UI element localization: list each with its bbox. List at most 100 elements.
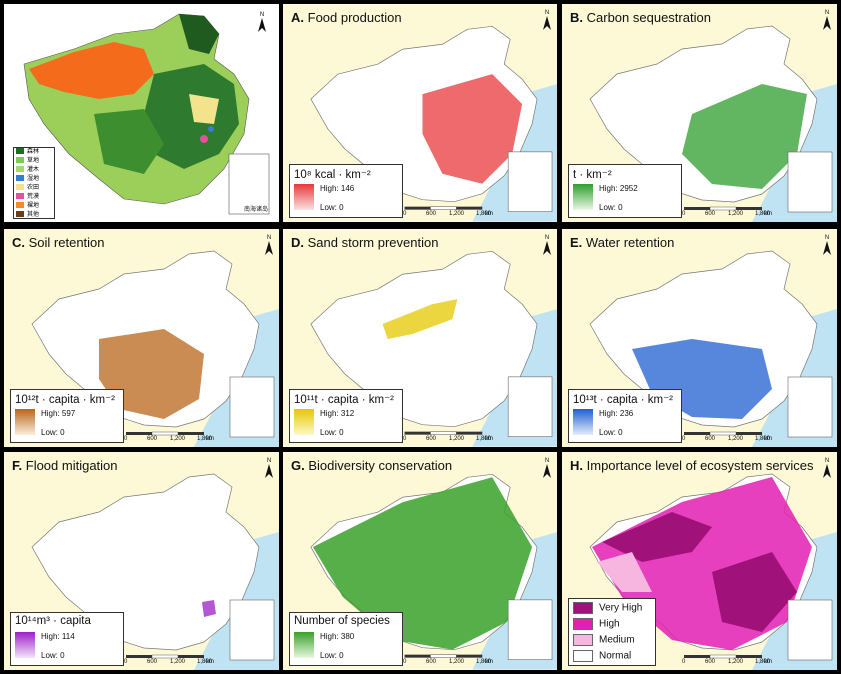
scale-tick-label: 0 — [403, 211, 407, 217]
inset-label: 南海诸岛 — [244, 207, 269, 213]
scale-bar-segment — [709, 654, 737, 659]
legend-high: High: 236 — [599, 409, 634, 418]
panel-title: C. Soil retention — [12, 235, 105, 250]
map-panel-g: 0 600 1,200 1,800 km N G. Biodiversity conserv… — [283, 452, 557, 670]
scale-tick-label: 1,800 — [476, 659, 492, 665]
choropleth-map — [562, 452, 837, 670]
map-panel-f: 0 600 1,200 1,800 km N F. Flood mitigation 10¹⁴… — [4, 452, 279, 670]
service-intensity-region — [422, 74, 523, 184]
choropleth-map — [562, 4, 837, 222]
panel-title-text: Food production — [307, 10, 402, 25]
legend-unit: 10¹³t · capita · km⁻² — [573, 394, 674, 406]
panel-title: A. Food production — [291, 10, 402, 25]
scale-tick-label: 0 — [124, 659, 128, 665]
legend-item: 草地 — [14, 157, 54, 166]
legend-item: 森林 — [14, 148, 54, 157]
scale-tick-label: 1,200 — [170, 436, 186, 442]
legend-swatch — [16, 202, 24, 209]
panel-letter: F. — [12, 458, 23, 473]
south-china-sea-inset — [787, 151, 833, 213]
choropleth-map — [4, 229, 279, 447]
scale-tick-label: 600 — [705, 436, 716, 442]
scale-tick-label: 1,200 — [170, 659, 186, 665]
panel-title-text: Importance level of ecosystem services — [586, 458, 814, 473]
map-panel-e: 0 600 1,200 1,800 km N E. Water retention 10¹³t… — [562, 229, 837, 447]
south-china-sea-inset — [229, 599, 275, 661]
scale-unit: km — [764, 211, 772, 217]
scale-tick-label: 600 — [705, 211, 716, 217]
north-arrow: N — [821, 10, 833, 32]
scale-unit: km — [206, 659, 214, 665]
legend-item: 其他 — [14, 211, 54, 220]
north-arrow: N — [263, 235, 275, 257]
north-arrow-icon — [265, 464, 273, 478]
choropleth-map — [283, 4, 557, 222]
scale-tick-label: 1,200 — [728, 211, 744, 217]
legend-gradient — [573, 409, 593, 435]
overview-map-panel: N 森林 草地 灌木 湿地 农田 荒漠 裸地 其他 南海诸岛 — [4, 4, 279, 222]
north-arrow: N — [541, 458, 553, 480]
scale-bar-segment — [430, 654, 457, 658]
south-china-sea-inset — [787, 599, 833, 661]
scale-tick-label: 600 — [147, 659, 158, 665]
north-label: N — [266, 458, 272, 464]
legend-unit: t · km⁻² — [573, 169, 612, 181]
scale-tick-label: 0 — [403, 436, 407, 442]
north-arrow-icon — [543, 464, 551, 478]
legend-high: High: 2952 — [599, 184, 638, 193]
medium-region — [597, 552, 652, 592]
north-arrow-icon — [823, 16, 831, 30]
legend-swatch — [573, 618, 593, 630]
scale-tick-label: 1,800 — [476, 436, 492, 442]
scale-tick-label: 1,200 — [449, 659, 465, 665]
scale-bar-segment — [709, 431, 737, 436]
legend-category: Normal — [573, 650, 631, 662]
legend-swatch — [16, 166, 24, 173]
panel-title-text: Soil retention — [28, 235, 105, 250]
service-intensity-region — [202, 600, 216, 617]
scale-tick-label: 0 — [682, 436, 686, 442]
map-legend: Very High High Medium Normal — [568, 598, 656, 666]
map-legend: 10¹⁴m³ · capita High: 114 Low: 0 — [10, 612, 124, 666]
legend-label: Medium — [599, 634, 635, 646]
scale-tick-label: 1,800 — [755, 436, 771, 442]
scale-bar-segment — [430, 431, 457, 435]
scale-tick-label: 1,200 — [728, 436, 744, 442]
north-label: N — [824, 235, 830, 241]
legend-low: Low: 0 — [320, 651, 344, 660]
panel-title: B. Carbon sequestration — [570, 10, 711, 25]
south-china-sea-inset — [507, 599, 553, 660]
scale-tick-label: 600 — [426, 436, 437, 442]
service-intensity-region — [382, 299, 458, 339]
panel-title-text: Flood mitigation — [25, 458, 118, 473]
overview-map — [4, 4, 279, 222]
scale-tick-label: 0 — [682, 211, 686, 217]
legend-low: Low: 0 — [599, 428, 623, 437]
legend-label: Normal — [599, 650, 632, 662]
legend-low: Low: 0 — [599, 203, 623, 212]
legend-label: High — [599, 618, 620, 630]
scale-unit: km — [206, 436, 214, 442]
north-arrow: N — [541, 10, 553, 32]
legend-unit: 10¹⁴m³ · capita — [15, 615, 91, 627]
north-arrow-icon — [823, 241, 831, 255]
legend-high: High: 114 — [41, 632, 75, 641]
scale-unit: km — [764, 436, 772, 442]
scale-tick-label: 1,200 — [449, 436, 465, 442]
scale-unit: km — [764, 659, 772, 665]
map-legend: t · km⁻² High: 2952 Low: 0 — [568, 164, 682, 218]
panel-title-text: Biodiversity conservation — [308, 458, 453, 473]
legend-unit: 10⁸ kcal · km⁻² — [294, 169, 371, 181]
north-arrow-icon — [258, 18, 266, 32]
legend-low: Low: 0 — [41, 651, 65, 660]
scale-bar-segment — [430, 206, 457, 210]
map-legend: Number of species High: 380 Low: 0 — [289, 612, 403, 666]
scale-bar-segment — [151, 654, 179, 659]
legend-item: 湿地 — [14, 175, 54, 184]
panel-title: H. Importance level of ecosystem service… — [570, 458, 814, 473]
legend-gradient — [294, 632, 314, 658]
legend-gradient — [573, 184, 593, 210]
legend-high: High: 380 — [320, 632, 355, 641]
scale-tick-label: 600 — [705, 659, 716, 665]
legend-swatch — [573, 634, 593, 646]
